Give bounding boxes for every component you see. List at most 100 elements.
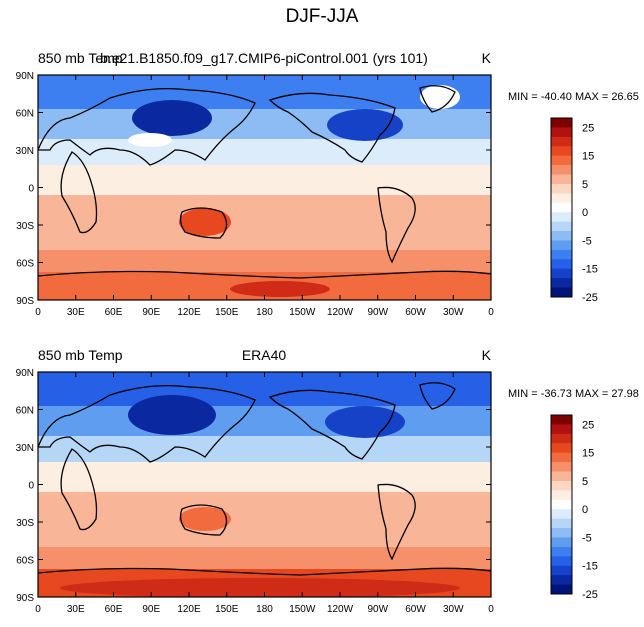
colorbar-label: -25 <box>582 589 598 601</box>
lon-tick-label: 90W <box>367 307 388 318</box>
panel-1-antarctica-warm <box>230 281 330 297</box>
colorbar-label: 0 <box>582 207 588 219</box>
panel-1-canada-cold-core <box>327 109 403 141</box>
lon-tick-label: 120E <box>177 307 201 318</box>
panel-2-australia-warm <box>179 507 231 531</box>
colorbar-swatch <box>551 509 572 520</box>
panel-2-canada-cold-core <box>325 406 405 438</box>
colorbar-swatch <box>551 202 572 213</box>
lon-tick-label: 180 <box>256 604 273 615</box>
colorbar-swatch <box>551 212 572 223</box>
panel-2-colorbar: 25 15 5 0 -5 -15 -25 <box>550 414 598 601</box>
colorbar-label: -5 <box>582 235 592 247</box>
colorbar-swatch <box>551 155 572 166</box>
colorbar-swatch <box>551 221 572 232</box>
lat-tick-label: 90N <box>16 71 34 82</box>
lon-tick-label: 0 <box>35 604 41 615</box>
lat-tick-label: 30S <box>16 518 34 529</box>
lon-tick-label: 0 <box>35 307 41 318</box>
panel-1: 850 mb Temp b.e21.B1850.f09_g17.CMIP6-pi… <box>16 50 639 318</box>
colorbar-swatch <box>551 433 572 444</box>
panel-2-coastlines <box>38 382 491 576</box>
colorbar-swatch <box>551 480 572 491</box>
lat-tick-label: 30N <box>16 443 34 454</box>
colorbar-swatch <box>551 471 572 482</box>
colorbar-swatch <box>551 443 572 454</box>
colorbar-swatch <box>551 415 572 425</box>
colorbar-swatch <box>551 556 572 567</box>
panel-1-map <box>38 75 491 300</box>
lat-tick-label: 60S <box>16 259 34 270</box>
panel-2-siberia-cold-core <box>128 395 216 435</box>
colorbar-swatch <box>551 584 572 595</box>
panel-2-arctic-band <box>38 372 491 406</box>
panel-1-australia-warm <box>179 208 231 236</box>
colorbar-swatch <box>551 462 572 473</box>
colorbar-label: 25 <box>582 419 594 431</box>
panel-1-subtropic-band <box>38 139 491 165</box>
panel-2-sh-midlat-band <box>38 547 491 569</box>
lon-tick-label: 150W <box>289 307 316 318</box>
colorbar-label: -25 <box>582 292 598 304</box>
lon-tick-label: 90W <box>367 604 388 615</box>
panel-1-nh-midlat-band <box>38 109 491 139</box>
panel-2-lat-ticks: 90N 60N 30N 0 30S 60S 90S <box>16 368 491 604</box>
colorbar-swatch <box>551 546 572 557</box>
panel-1-sh-midlat-band <box>38 250 491 272</box>
lon-tick-label: 180 <box>256 307 273 318</box>
colorbar-label: 25 <box>582 122 594 134</box>
colorbar-label: 15 <box>582 448 594 460</box>
colorbar-frame <box>550 117 573 298</box>
colorbar-swatch <box>551 490 572 501</box>
lat-tick-label: 30S <box>16 221 34 232</box>
panel-1-coastlines <box>38 85 491 279</box>
colorbar-swatch <box>551 259 572 270</box>
lat-tick-label: 90S <box>16 296 34 307</box>
lon-tick-label: 150E <box>215 604 239 615</box>
panel-2-stats: MIN = -36.73 MAX = 27.98 <box>508 388 639 400</box>
colorbar-swatch <box>551 240 572 251</box>
lon-tick-label: 60E <box>105 604 123 615</box>
colorbar-swatch <box>551 565 572 576</box>
panel-1-center-title: b.e21.B1850.f09_g17.CMIP6-piControl.001 … <box>100 50 428 66</box>
colorbar-frame <box>550 414 573 595</box>
lon-tick-label: 0 <box>488 604 494 615</box>
panel-1-siberia-cold-core <box>132 100 212 136</box>
panel-2-left-title: 850 mb Temp <box>38 347 123 363</box>
colorbar-swatch <box>551 127 572 138</box>
lon-tick-label: 30E <box>67 307 85 318</box>
panel-2: 850 mb Temp ERA40 K MIN = -36.73 MAX = 2… <box>16 347 639 615</box>
panel-1-arctic-band <box>38 75 491 109</box>
colorbar-swatch <box>551 165 572 176</box>
colorbar-label: 5 <box>582 476 588 488</box>
colorbar-label: 0 <box>582 504 588 516</box>
lon-tick-label: 120W <box>327 307 354 318</box>
colorbar-swatch <box>551 118 572 128</box>
panel-1-units: K <box>482 50 492 66</box>
panel-2-antarctica-warm <box>60 578 460 597</box>
lon-tick-label: 60W <box>405 604 426 615</box>
figure-title: DJF-JJA <box>286 6 359 27</box>
colorbar-swatch <box>551 146 572 157</box>
lon-tick-label: 150E <box>215 307 239 318</box>
lon-tick-label: 0 <box>488 307 494 318</box>
colorbar-label: -5 <box>582 532 592 544</box>
colorbar-label: -15 <box>582 561 598 573</box>
colorbar-swatch <box>551 518 572 529</box>
lon-tick-label: 90E <box>142 307 160 318</box>
lon-tick-label: 60E <box>105 307 123 318</box>
panel-2-nh-midlat-band <box>38 406 491 436</box>
colorbar-swatch <box>551 278 572 289</box>
lon-tick-label: 120E <box>177 604 201 615</box>
lon-tick-label: 120W <box>327 604 354 615</box>
colorbar-swatch <box>551 287 572 298</box>
colorbar-swatch <box>551 193 572 204</box>
colorbar-swatch <box>551 268 572 279</box>
colorbar-label: -15 <box>582 264 598 276</box>
colorbar-swatch <box>551 249 572 260</box>
panel-2-subtropic-band <box>38 436 491 462</box>
panel-2-map <box>38 372 491 597</box>
colorbar-swatch <box>551 174 572 185</box>
